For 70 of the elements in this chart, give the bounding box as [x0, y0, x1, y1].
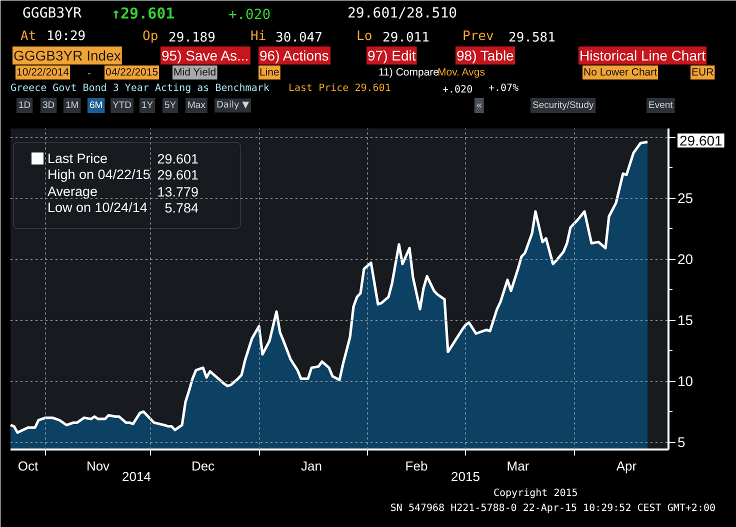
x-tick-label: Feb — [405, 458, 428, 474]
text: 30.047 — [276, 30, 322, 46]
text: 3D — [42, 100, 55, 111]
y-tick-label: 15 — [678, 312, 694, 328]
text: +.020 — [442, 84, 473, 96]
text: Hi — [250, 29, 266, 44]
text: 2015 — [451, 469, 480, 484]
text: GGGB3YR — [22, 6, 82, 22]
text: Copyright 2015 — [494, 488, 578, 499]
text: 5Y — [164, 100, 177, 111]
text: ↑29.601 — [112, 4, 175, 22]
x-tick-label: Dec — [191, 458, 216, 474]
annotation: Low on 10/24/14 — [48, 200, 148, 215]
text: 97) Edit — [368, 48, 416, 64]
text: No Lower Chart — [584, 66, 658, 78]
annotation: Average — [48, 184, 98, 199]
text: Last Price 29.601 — [288, 83, 391, 94]
text: - — [88, 68, 92, 80]
y-tick-label: 25 — [678, 190, 694, 206]
y-tick-label: 10 — [678, 373, 694, 390]
text: +.07% — [488, 83, 519, 94]
text: 29.581 — [508, 30, 556, 46]
text: Historical Line Chart — [580, 48, 706, 64]
text: +.020 — [228, 7, 271, 23]
text: 29.601/28.510 — [348, 6, 458, 22]
text: Security/Study — [532, 100, 594, 111]
annotation: 29.601 — [157, 152, 199, 166]
text: 29.189 — [168, 30, 216, 46]
text: Line — [260, 66, 280, 78]
text: Mov. Avgs — [438, 66, 485, 78]
text: 04/22/2015 — [106, 66, 158, 78]
x-tick-label: Mar — [506, 458, 530, 474]
text: 98) Table — [456, 48, 514, 64]
chart-title: Greece Govt Bond 3 Year Acting as Benchmark — [10, 83, 270, 94]
y-tick-label: 5 — [678, 434, 686, 450]
text: At — [20, 29, 36, 44]
text: Event — [648, 100, 674, 111]
text: 1D — [18, 100, 31, 111]
text: 10:29 — [46, 29, 86, 44]
x-tick-label: Oct — [18, 458, 38, 474]
text: Op — [142, 29, 158, 44]
text: Prev — [462, 29, 494, 44]
annotation: 5.784 — [164, 200, 199, 216]
text: 1Y — [142, 100, 154, 111]
text: 11) Compare — [378, 66, 440, 78]
text: YTD — [112, 100, 132, 111]
text: « — [476, 100, 482, 111]
text: 95) Save As... — [162, 48, 249, 64]
annotation: 29.601 — [157, 168, 199, 182]
text: Daily ▼ — [216, 100, 250, 110]
text: 29.601 — [680, 132, 723, 148]
text: 96) Actions — [260, 48, 329, 64]
text: 2014 — [122, 469, 151, 484]
text: 10/22/2014 — [16, 66, 70, 78]
legend-label: Last Price — [48, 151, 108, 166]
annotation: 13.779 — [157, 184, 199, 200]
y-tick-label: 20 — [678, 251, 694, 268]
text: Mid Yield — [174, 66, 216, 78]
x-tick-label: Jan — [301, 458, 322, 474]
text: EUR — [692, 66, 714, 78]
text: Max — [188, 100, 206, 111]
text: 6M — [90, 100, 103, 111]
text: 1M — [66, 100, 79, 111]
text: SN 547968 H221-5788-0 22-Apr-15 10:29:52 CEST GMT+2:00 — [390, 503, 716, 514]
annotation: High on 04/22/15 — [48, 167, 150, 182]
x-tick-label: Nov — [86, 458, 110, 474]
text: GGGB3YR Index — [14, 48, 121, 64]
text: Lo — [356, 29, 372, 44]
text: 29.011 — [382, 30, 430, 46]
x-tick-label: Apr — [616, 458, 638, 474]
